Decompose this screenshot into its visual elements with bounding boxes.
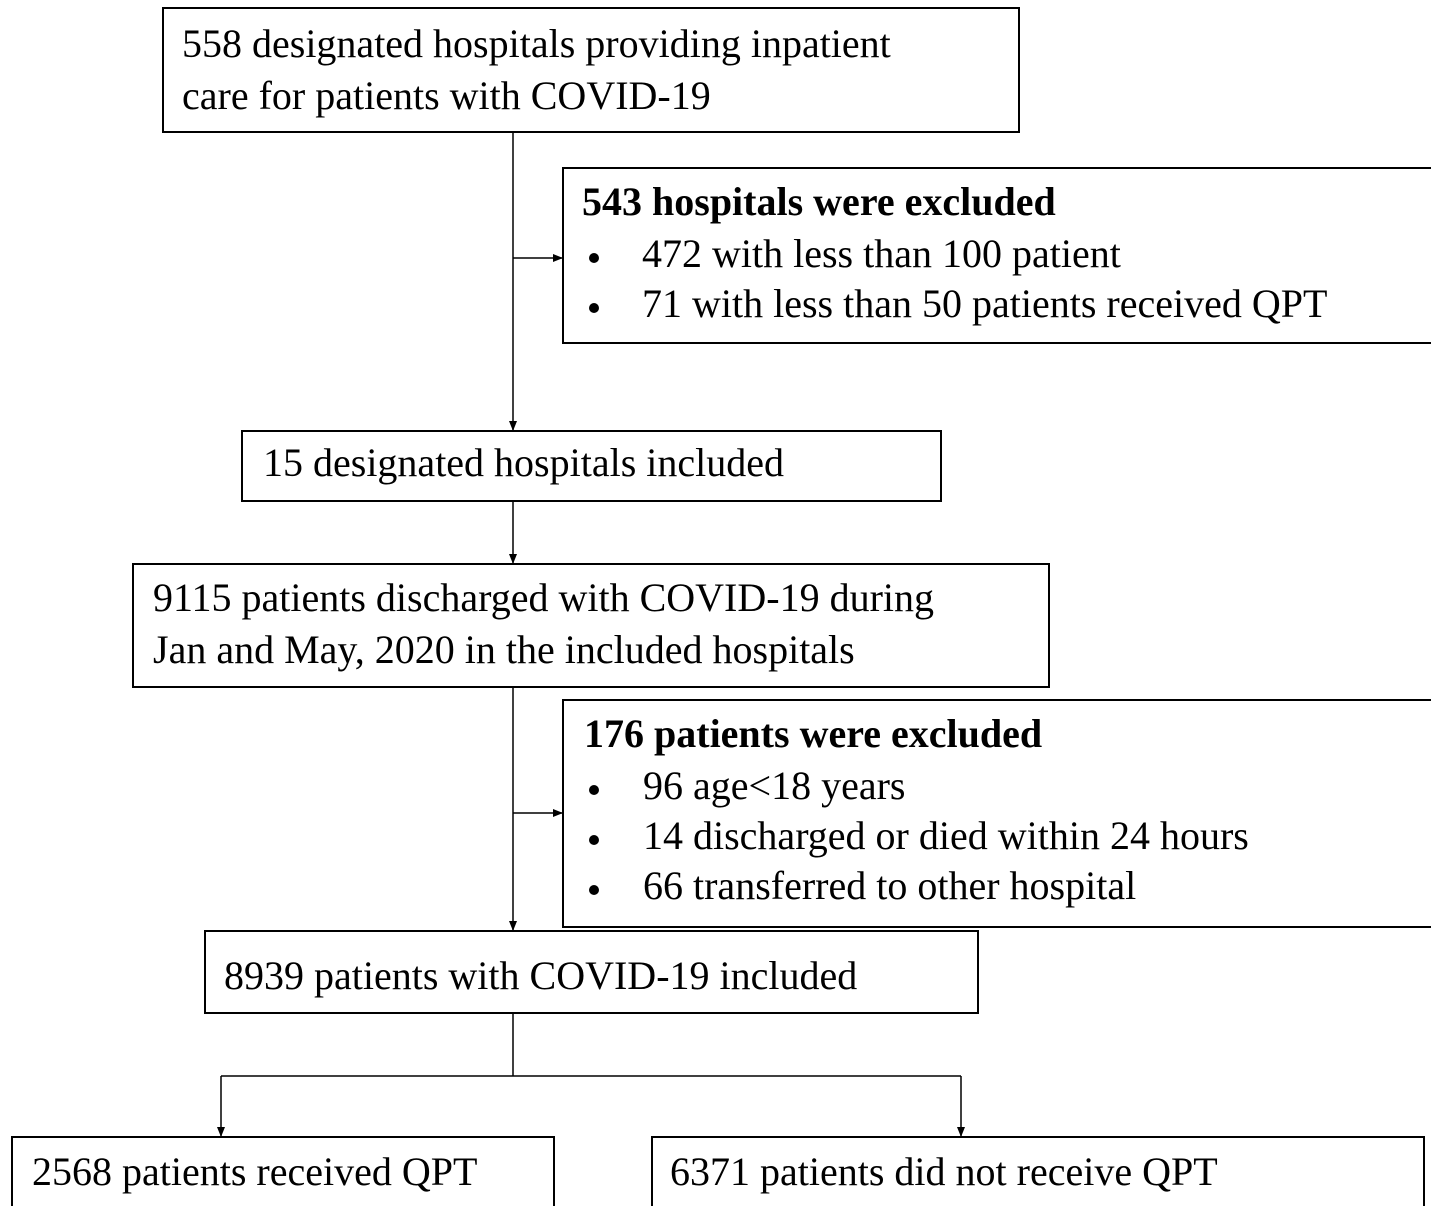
box [162, 7, 1020, 133]
box-text: 8939 patients with COVID-19 included [224, 953, 857, 998]
exclusion-box [562, 699, 1431, 928]
exclusion-box [562, 167, 1431, 344]
box [11, 1136, 555, 1206]
bullet [589, 835, 599, 845]
bullet [589, 253, 599, 263]
box [651, 1136, 1425, 1206]
box-text: 558 designated hospitals providing inpat… [182, 21, 891, 66]
box-text: 6371 patients did not receive QPT [670, 1149, 1218, 1194]
exclusion-item: 71 with less than 50 patients received Q… [642, 281, 1327, 326]
box-text: Jan and May, 2020 in the included hospit… [153, 627, 855, 672]
exclusion-title: 543 hospitals were excluded [582, 179, 1056, 224]
exclusion-item: 66 transferred to other hospital [643, 863, 1136, 908]
bullet [589, 303, 599, 313]
bullet [589, 785, 599, 795]
exclusion-item: 14 discharged or died within 24 hours [643, 813, 1249, 858]
exclusion-title: 176 patients were excluded [584, 711, 1042, 756]
box [204, 930, 979, 1014]
box-text: care for patients with COVID-19 [182, 73, 711, 118]
box-text: 2568 patients received QPT [32, 1149, 477, 1194]
box [132, 563, 1050, 688]
exclusion-item: 96 age<18 years [643, 763, 905, 808]
connectors [217, 132, 965, 1137]
exclusion-item: 472 with less than 100 patient [642, 231, 1121, 276]
box [241, 430, 942, 502]
box-text: 15 designated hospitals included [263, 440, 784, 485]
bullet [589, 885, 599, 895]
box-text: 9115 patients discharged with COVID-19 d… [153, 575, 934, 620]
